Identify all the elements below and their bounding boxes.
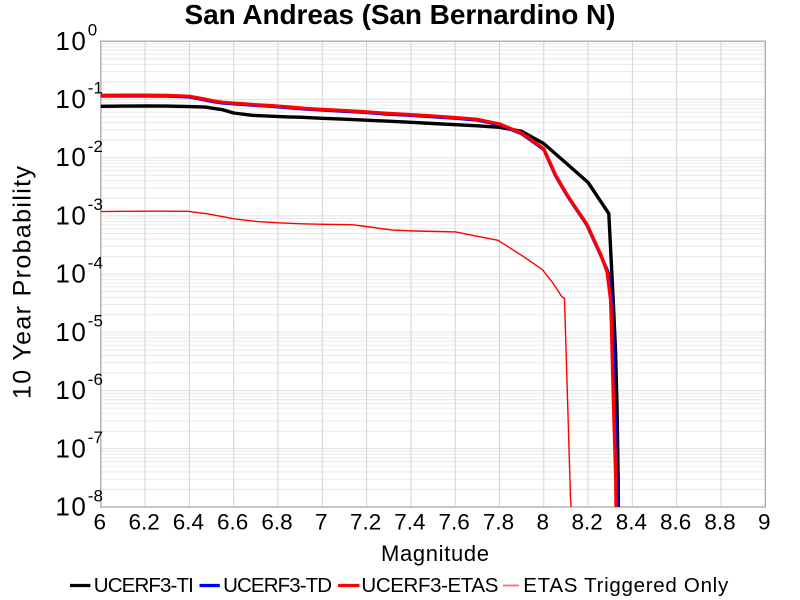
svg-text:-8: -8 [88, 486, 103, 505]
svg-text:-6: -6 [88, 370, 103, 389]
svg-text:7.4: 7.4 [394, 510, 425, 535]
svg-text:UCERF3-TD: UCERF3-TD [223, 574, 332, 597]
svg-text:UCERF3-TI: UCERF3-TI [94, 574, 194, 597]
svg-text:10 Year Probability: 10 Year Probability [9, 166, 37, 400]
svg-text:-1: -1 [88, 79, 103, 98]
svg-text:6.4: 6.4 [173, 510, 204, 535]
svg-text:-7: -7 [88, 428, 103, 447]
svg-text:8.6: 8.6 [660, 510, 691, 535]
svg-text:10: 10 [55, 375, 87, 405]
svg-text:8.2: 8.2 [571, 510, 602, 535]
svg-text:-5: -5 [88, 312, 103, 331]
svg-text:10: 10 [55, 317, 87, 347]
svg-text:8.4: 8.4 [616, 510, 647, 535]
svg-text:-4: -4 [88, 253, 103, 272]
svg-text:6.2: 6.2 [128, 510, 159, 535]
svg-text:8.8: 8.8 [704, 510, 735, 535]
svg-text:7.6: 7.6 [439, 510, 470, 535]
svg-text:6.8: 6.8 [261, 510, 292, 535]
svg-text:-2: -2 [88, 137, 103, 156]
svg-text:7.2: 7.2 [350, 510, 381, 535]
svg-text:UCERF3-ETAS: UCERF3-ETAS [361, 574, 498, 597]
svg-text:-3: -3 [88, 195, 103, 214]
svg-text:10: 10 [55, 433, 87, 463]
svg-text:10: 10 [55, 26, 87, 56]
svg-text:9: 9 [758, 510, 771, 535]
svg-text:San Andreas (San Bernardino N): San Andreas (San Bernardino N) [185, 0, 616, 30]
svg-text:8: 8 [537, 510, 550, 535]
svg-text:10: 10 [55, 84, 87, 114]
svg-text:Magnitude: Magnitude [381, 541, 489, 566]
svg-text:6.6: 6.6 [217, 510, 248, 535]
svg-text:10: 10 [55, 259, 87, 289]
svg-text:ETAS Triggered Only: ETAS Triggered Only [523, 574, 729, 597]
svg-text:10: 10 [55, 201, 87, 231]
svg-text:6: 6 [94, 510, 107, 535]
svg-text:10: 10 [55, 142, 87, 172]
svg-text:10: 10 [55, 492, 87, 522]
svg-text:0: 0 [88, 21, 97, 40]
svg-text:7.8: 7.8 [483, 510, 514, 535]
svg-text:7: 7 [315, 510, 328, 535]
